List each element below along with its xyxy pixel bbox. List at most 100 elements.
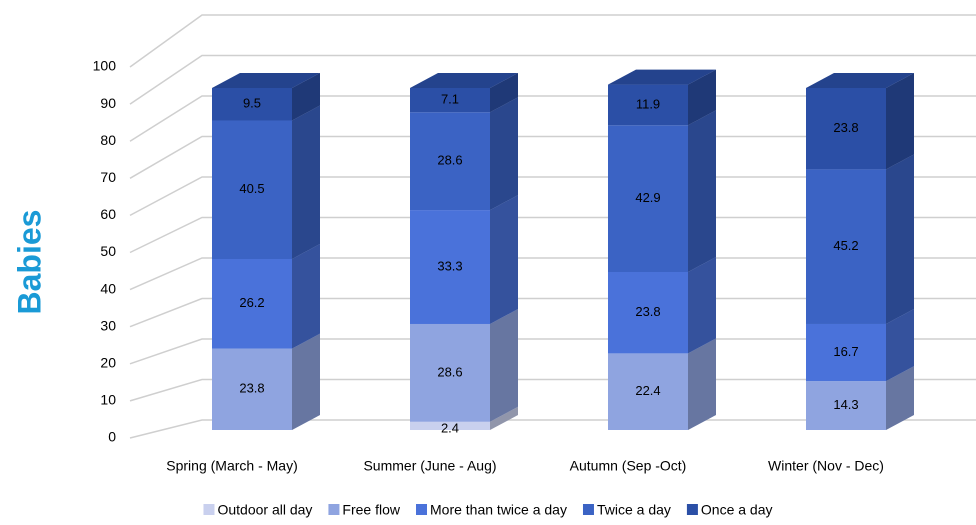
legend-swatch: [328, 504, 340, 515]
bar-side-shade: [292, 73, 320, 121]
legend-label: Free flow: [342, 502, 400, 518]
legend-swatch: [686, 504, 698, 515]
grid-line: [129, 257, 976, 291]
data-label: 28.6: [437, 364, 462, 379]
bar-side: [490, 97, 518, 211]
y-tick-label: 70: [100, 169, 116, 185]
data-label: 45.2: [833, 238, 858, 253]
x-tick-label: Summer (June - Aug): [363, 458, 496, 474]
bar-side-shade: [688, 338, 716, 430]
bar-side: [292, 333, 320, 430]
bar-side: [886, 73, 914, 170]
y-tick-label: 50: [100, 243, 116, 259]
bar-side: [292, 73, 320, 121]
bar-segment: [806, 323, 886, 382]
bar-side-shade: [886, 154, 914, 324]
bar-segment: [410, 112, 490, 211]
data-label: 7.1: [441, 92, 459, 107]
data-label: 14.3: [833, 397, 858, 412]
bar-side: [688, 110, 716, 272]
bar-top: [608, 69, 716, 85]
bar-top: [806, 73, 914, 88]
grid-line: [129, 135, 976, 179]
legend-label: More than twice a day: [430, 502, 567, 518]
bar-side-shade: [886, 73, 914, 170]
y-axis-label: Babies: [11, 210, 47, 315]
bar-side: [490, 406, 518, 430]
data-label: 40.5: [239, 181, 264, 196]
bar-segment: [806, 169, 886, 324]
bar-side: [688, 338, 716, 430]
bar-segment: [410, 88, 490, 113]
legend-swatch: [416, 504, 428, 515]
bar-segment: [608, 271, 688, 354]
y-tick-label: 100: [93, 58, 117, 74]
bar-segment: [608, 353, 688, 430]
legend-swatch: [203, 504, 215, 515]
legend-label: Once a day: [701, 502, 773, 518]
y-tick-label: 10: [100, 392, 116, 408]
data-label: 28.6: [437, 153, 462, 168]
bar-segment: [410, 421, 490, 430]
bar-top: [410, 73, 518, 88]
data-label: 23.8: [635, 304, 660, 319]
y-tick-label: 60: [100, 206, 116, 222]
bar-side-shade: [490, 308, 518, 422]
y-tick-label: 30: [100, 317, 116, 333]
bar-side: [292, 244, 320, 349]
bar-side: [886, 308, 914, 382]
grid-line: [129, 54, 976, 105]
data-label: 22.4: [635, 383, 660, 398]
bar-side-shade: [688, 110, 716, 272]
bar-side: [490, 73, 518, 113]
grid-line: [129, 216, 976, 254]
bar-side: [688, 69, 716, 126]
data-label: 33.3: [437, 258, 462, 273]
data-label: 9.5: [243, 96, 261, 111]
data-label: 26.2: [239, 295, 264, 310]
x-tick-label: Spring (March - May): [166, 458, 297, 474]
bar-side: [490, 195, 518, 324]
bar-side-shade: [490, 73, 518, 113]
legend-label: Twice a day: [597, 502, 671, 518]
bar-segment: [806, 88, 886, 170]
grid-line: [129, 297, 976, 328]
bar-top-shade: [806, 73, 914, 88]
bar-side-shade: [490, 195, 518, 324]
bar-side: [886, 154, 914, 324]
bar-side: [688, 256, 716, 354]
bar-side-shade: [886, 366, 914, 430]
bar-side-shade: [490, 97, 518, 211]
bar-top-shade: [212, 73, 320, 88]
grid-line: [129, 176, 976, 217]
y-tick-label: 20: [100, 355, 116, 371]
bar-segment: [212, 88, 292, 121]
bar-segment: [212, 120, 292, 260]
data-label: 16.7: [833, 344, 858, 359]
bar-segment: [410, 210, 490, 324]
bar-side-shade: [688, 69, 716, 126]
grid-line: [129, 95, 976, 142]
bar-segment: [608, 84, 688, 126]
grid-line: [129, 378, 976, 402]
y-tick-label: 90: [100, 95, 116, 111]
bar-side: [490, 308, 518, 422]
legend-swatch: [582, 504, 594, 515]
bar-side-shade: [688, 256, 716, 354]
data-label: 11.9: [636, 96, 660, 111]
bar-segment: [212, 259, 292, 349]
bar-top: [212, 73, 320, 88]
data-label: 42.9: [635, 190, 660, 205]
data-label: 23.8: [239, 381, 264, 396]
bar-side-shade: [292, 105, 320, 260]
bar-segment: [806, 381, 886, 430]
y-tick-label: 80: [100, 132, 116, 148]
data-label: 2.4: [441, 420, 459, 435]
x-tick-label: Winter (Nov - Dec): [768, 458, 884, 474]
grid-line: [129, 338, 976, 365]
legend-label: Outdoor all day: [217, 502, 312, 518]
x-tick-label: Autumn (Sep -Oct): [570, 458, 687, 474]
bar-side-shade: [490, 406, 518, 430]
data-label: 23.8: [833, 120, 858, 135]
